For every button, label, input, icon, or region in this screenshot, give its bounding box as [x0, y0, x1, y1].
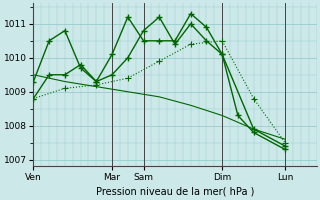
X-axis label: Pression niveau de la mer( hPa ): Pression niveau de la mer( hPa ) [96, 187, 254, 197]
